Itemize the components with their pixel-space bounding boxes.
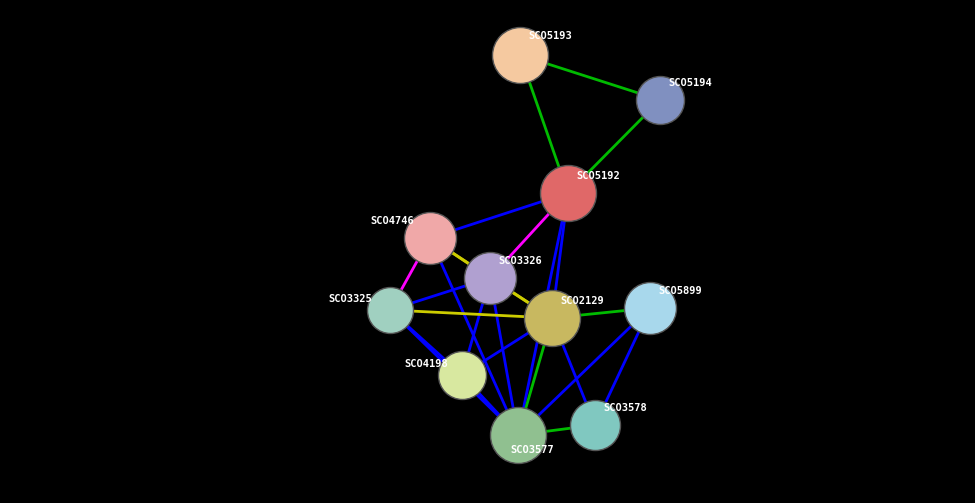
Point bbox=[561, 189, 576, 197]
Text: SCO5194: SCO5194 bbox=[668, 78, 712, 88]
Text: SCO3577: SCO3577 bbox=[510, 445, 554, 455]
Text: SCO2129: SCO2129 bbox=[560, 296, 604, 306]
Text: SCO5192: SCO5192 bbox=[576, 171, 620, 181]
Text: SCO5899: SCO5899 bbox=[658, 286, 702, 296]
Point bbox=[510, 431, 526, 439]
Text: SCO4198: SCO4198 bbox=[404, 359, 448, 369]
Text: SCO3326: SCO3326 bbox=[498, 256, 542, 266]
Point bbox=[454, 371, 470, 379]
Point bbox=[512, 51, 527, 59]
Point bbox=[652, 96, 668, 104]
Point bbox=[544, 314, 560, 322]
Point bbox=[643, 304, 658, 312]
Point bbox=[422, 234, 438, 242]
Text: SCO3578: SCO3578 bbox=[603, 403, 646, 413]
Text: SCO4746: SCO4746 bbox=[370, 216, 413, 226]
Text: SCO3325: SCO3325 bbox=[328, 294, 371, 304]
Text: SCO5193: SCO5193 bbox=[528, 31, 571, 41]
Point bbox=[483, 274, 498, 282]
Point bbox=[382, 306, 398, 314]
Point bbox=[587, 421, 603, 429]
